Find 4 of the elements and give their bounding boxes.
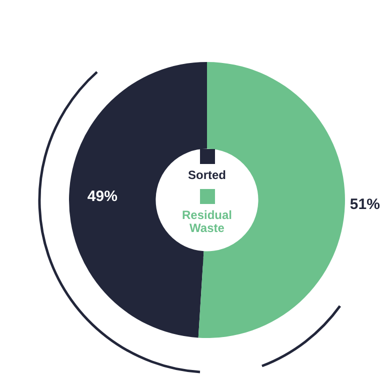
legend-label: Residual Waste: [182, 208, 232, 235]
data-label: 51%: [350, 196, 380, 214]
data-label: 49%: [87, 188, 118, 205]
legend-label: Sorted: [188, 168, 226, 182]
